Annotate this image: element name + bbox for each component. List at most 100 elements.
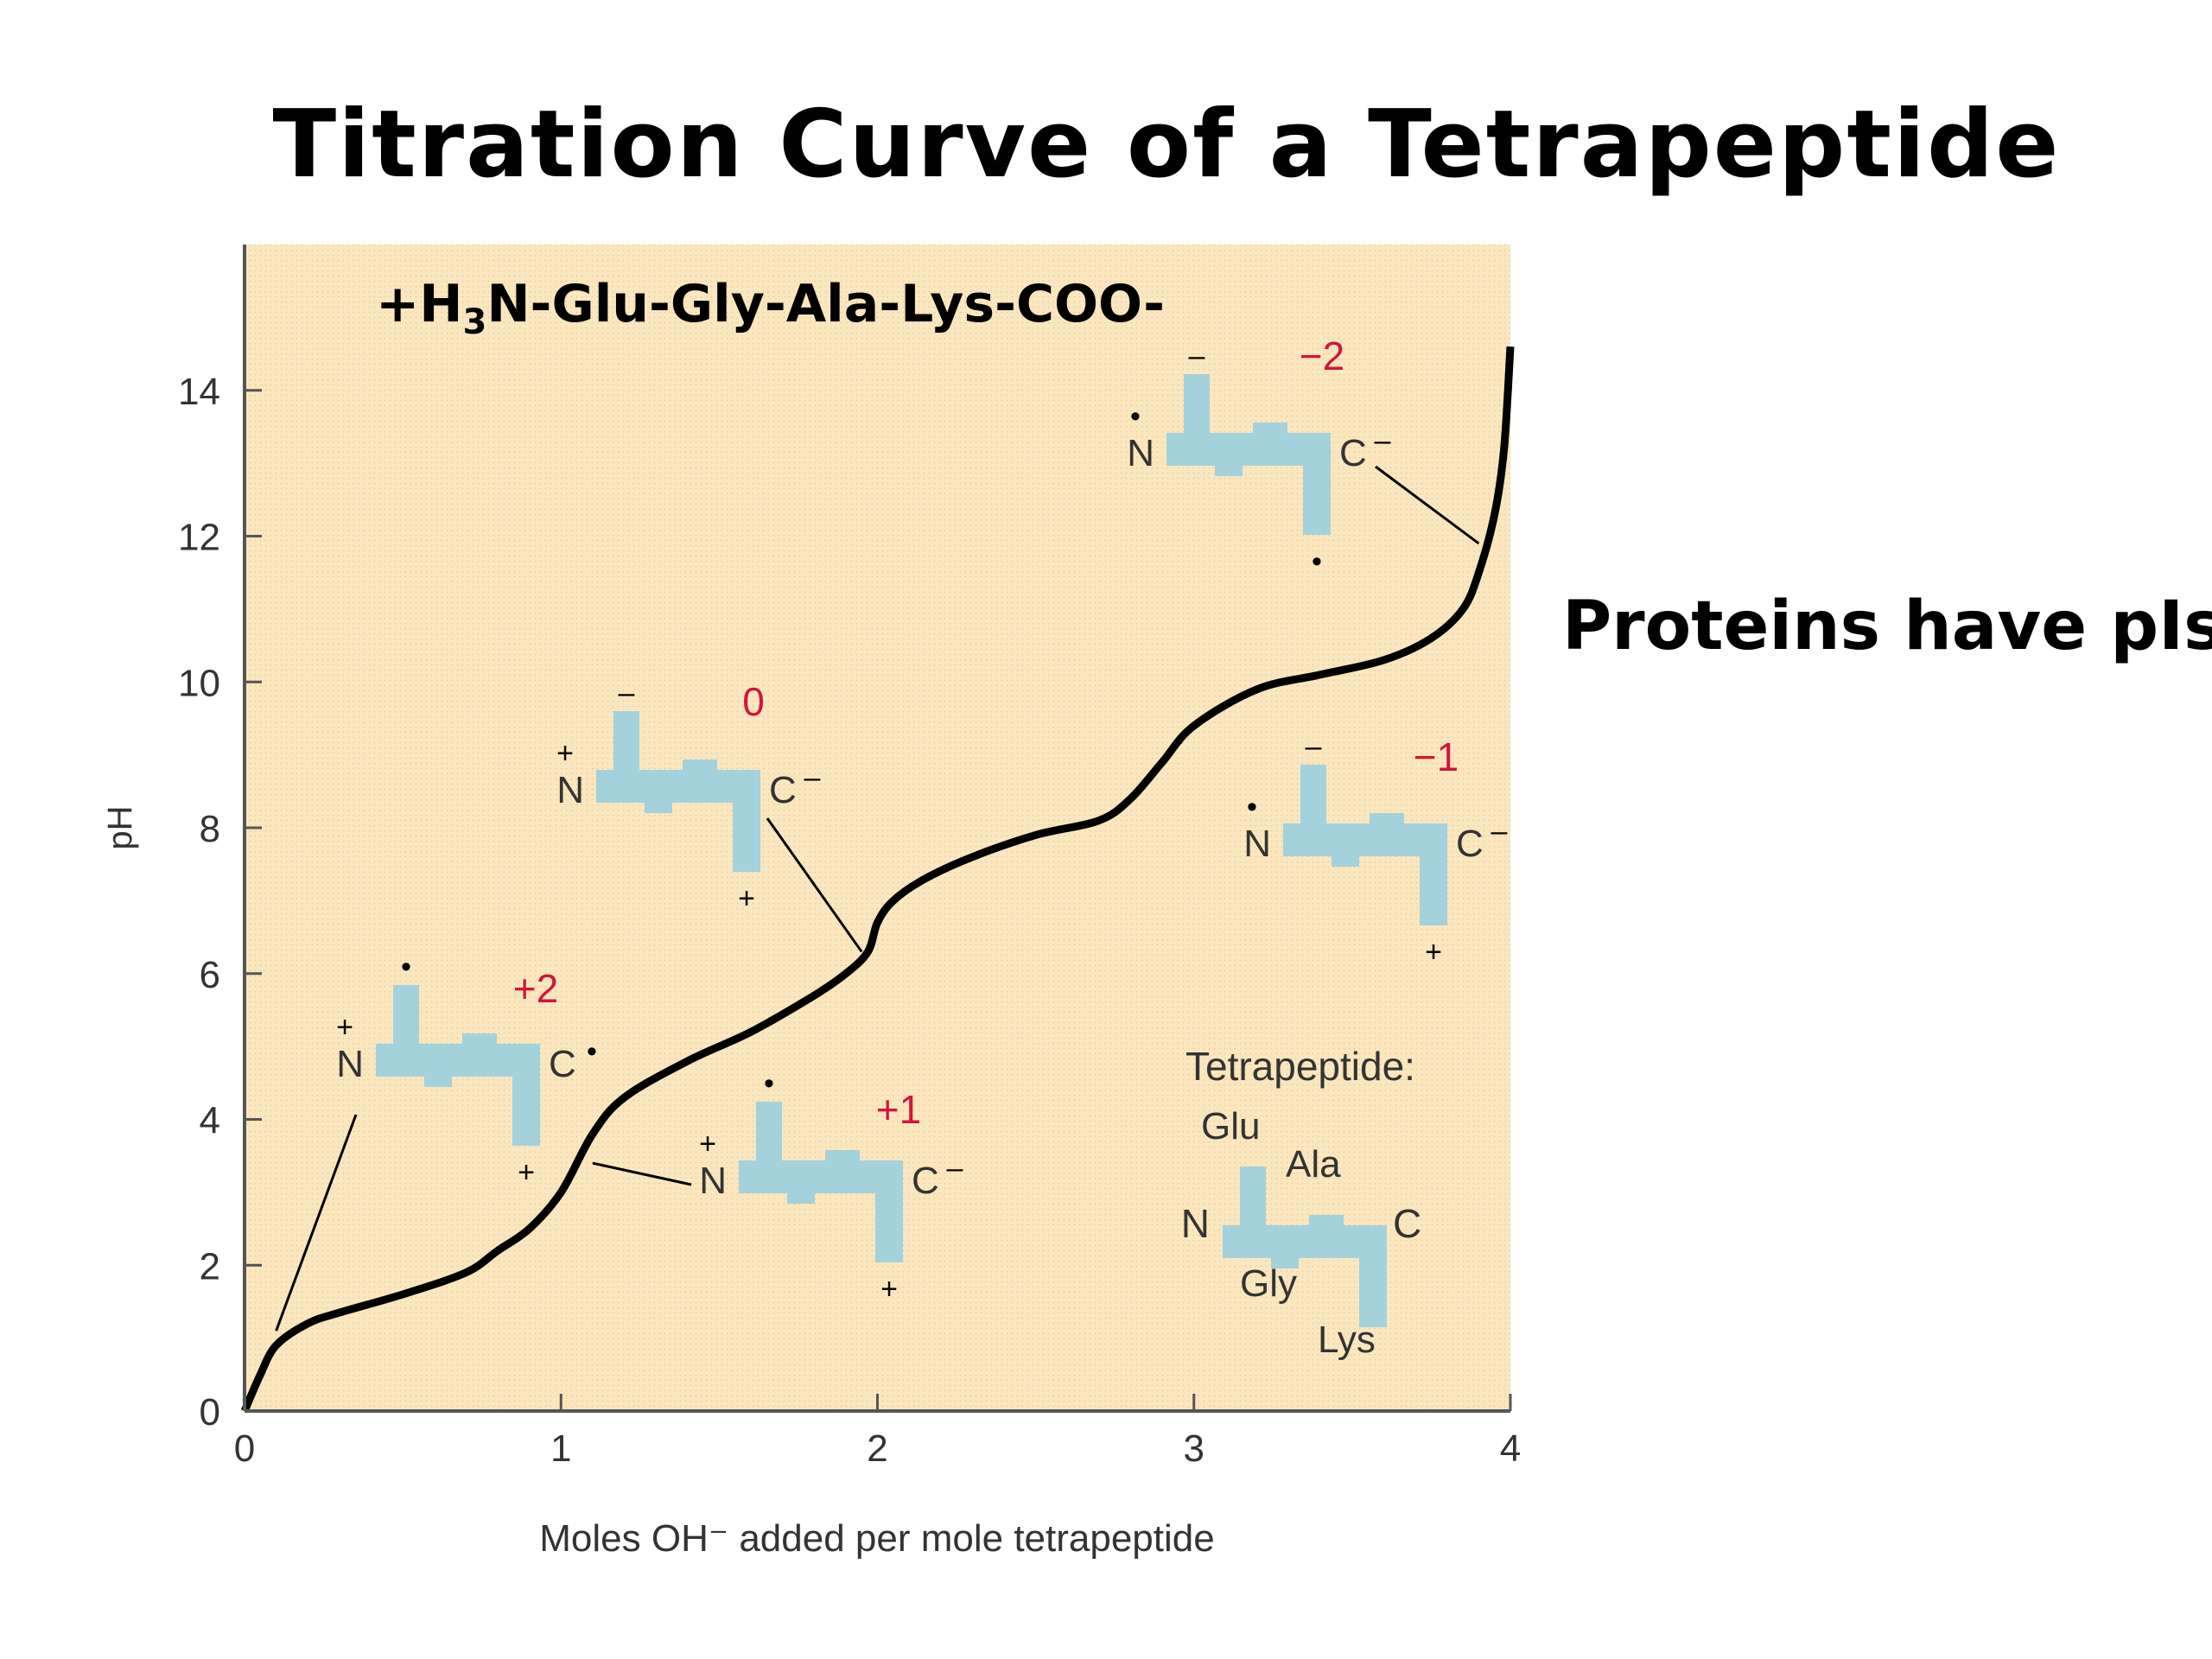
c-terminus-label: C [769, 769, 797, 811]
peptide-segment [1184, 374, 1210, 466]
key-peptide-segment [1240, 1166, 1266, 1258]
side-chain-top-charge: – [1189, 340, 1205, 372]
slide-title: Titration Curve of a Tetrapeptide [272, 91, 2061, 199]
peptide-segment [733, 803, 760, 872]
side-chain-top-charge: – [619, 677, 635, 709]
c-terminus-label: C [912, 1160, 939, 1202]
peptide-segment [639, 770, 683, 803]
sequence-label: +H3N-Glu-Gly-Ala-Lys-COO- [376, 274, 1165, 342]
y-tick-label: 2 [200, 1245, 220, 1287]
peptide-segment [645, 803, 672, 813]
c-terminus-label: C [1456, 823, 1484, 865]
peptide-segment [512, 1077, 540, 1146]
charge-species-2: N+C ––+0 [556, 677, 820, 915]
side-chain-top-charge: – [1306, 730, 1322, 763]
c-terminus-charge: • [587, 1035, 597, 1068]
peptide-segment [782, 1160, 825, 1193]
side-note: Proteins have pIs [1562, 588, 2212, 665]
peptide-segment [1253, 423, 1287, 466]
peptide-segment [1287, 433, 1331, 466]
net-charge-label: −1 [1414, 734, 1459, 779]
leader-line [592, 1161, 692, 1186]
peptide-segment [756, 1102, 782, 1193]
n-terminus-label: N [699, 1160, 727, 1202]
key-residue-label: Ala [1286, 1143, 1341, 1185]
peptide-segment [1210, 433, 1253, 466]
key-c-label: C [1393, 1201, 1421, 1246]
key-residue-label: Glu [1201, 1105, 1260, 1147]
net-charge-label: +2 [513, 966, 558, 1011]
c-terminus-label: C [549, 1043, 576, 1085]
key-peptide-segment [1271, 1258, 1299, 1268]
y-tick-label: 8 [200, 808, 220, 850]
peptide-segment [1326, 823, 1370, 856]
peptide-segment [860, 1160, 903, 1193]
y-tick-label: 12 [178, 517, 220, 559]
n-terminus-label: N [556, 769, 584, 811]
y-tick-label: 10 [178, 662, 220, 704]
x-tick-label: 4 [1500, 1427, 1521, 1470]
x-tick-label: 2 [867, 1427, 887, 1470]
key-peptide-segment [1266, 1225, 1309, 1258]
n-terminus-label: N [1127, 432, 1154, 474]
n-terminus-charge: • [1247, 791, 1257, 823]
c-terminus-label: C [1339, 432, 1367, 474]
charge-species-3: N•C ––+−1 [1243, 730, 1507, 969]
n-terminus-charge: + [336, 1011, 353, 1044]
peptide-segment [1420, 856, 1447, 925]
leader-line [766, 817, 863, 953]
side-chain-top-charge: • [401, 950, 411, 983]
charge-species-4: N•C ––•−2 [1127, 334, 1390, 578]
peptide-segment [1303, 466, 1331, 535]
key-peptide-segment [1344, 1225, 1387, 1258]
n-terminus-charge: • [1130, 400, 1141, 433]
peptide-segment [1404, 823, 1447, 856]
y-axis-title: pH [101, 805, 139, 849]
key-residue-label: Gly [1240, 1262, 1297, 1305]
peptide-segment [393, 985, 419, 1077]
x-tick-label: 0 [234, 1427, 255, 1470]
peptide-segment [717, 770, 760, 803]
peptide-segment [825, 1150, 860, 1193]
charge-species-0: N+C ••++2 [336, 950, 597, 1189]
peptide-segment [1300, 765, 1326, 856]
key-peptide-segment [1359, 1258, 1387, 1327]
side-chain-top-charge: • [764, 1067, 774, 1100]
y-tick-label: 6 [200, 954, 220, 996]
peptide-segment [875, 1193, 903, 1262]
c-terminus-charge: – [1375, 424, 1391, 457]
peptide-segment [1332, 856, 1359, 867]
n-terminus-charge: + [699, 1128, 716, 1160]
peptide-segment [424, 1077, 452, 1087]
peptide-segment [462, 1033, 497, 1077]
n-terminus-charge: + [556, 737, 574, 770]
leader-line [275, 1114, 358, 1332]
side-chain-bottom-charge: + [880, 1273, 898, 1306]
side-chain-bottom-charge: + [518, 1156, 535, 1189]
peptide-segment [787, 1193, 815, 1204]
side-chain-bottom-charge: + [738, 882, 755, 915]
net-charge-label: 0 [742, 679, 765, 724]
key-title: Tetrapeptide: [1185, 1044, 1415, 1089]
x-tick-label: 1 [550, 1427, 571, 1470]
c-terminus-charge: – [947, 1152, 963, 1185]
c-terminus-charge: – [804, 761, 821, 794]
charge-species-1: N+C –•++1 [699, 1067, 963, 1306]
n-terminus-label: N [336, 1043, 364, 1085]
y-tick-label: 0 [200, 1391, 220, 1433]
key-residue-label: Lys [1318, 1319, 1376, 1361]
net-charge-label: +1 [876, 1087, 921, 1132]
n-terminus-label: N [1243, 823, 1271, 865]
peptide-segment [419, 1044, 462, 1077]
peptide-segment [613, 711, 639, 803]
x-axis-title: Moles OH⁻ added per mole tetrapeptide [539, 1517, 1214, 1560]
peptide-segment [1215, 466, 1243, 476]
key-n-label: N [1181, 1201, 1210, 1246]
peptide-segment [683, 760, 717, 803]
side-chain-bottom-charge: + [1425, 936, 1442, 969]
leader-line [1375, 465, 1480, 545]
peptide-segment [497, 1044, 540, 1077]
y-tick-label: 4 [200, 1100, 220, 1142]
